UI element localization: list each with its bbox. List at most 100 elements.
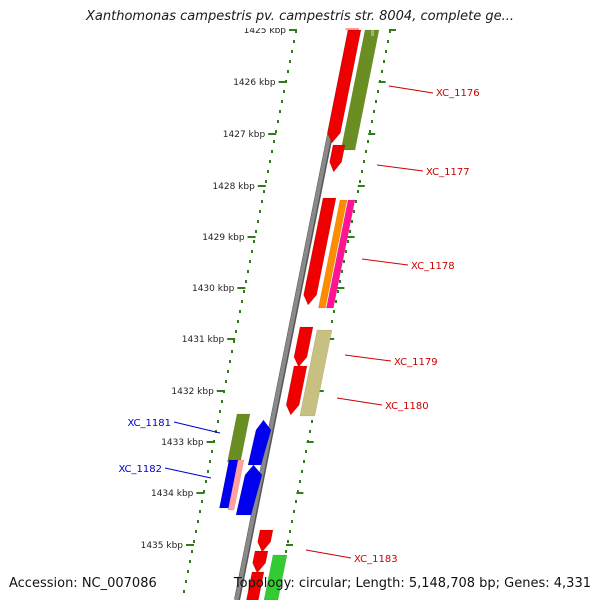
scale-dot (241, 300, 243, 303)
scale-dot (359, 180, 361, 183)
gene-feature[interactable] (340, 29, 380, 151)
scale-dot (377, 90, 379, 93)
gene-feature[interactable] (263, 554, 288, 600)
accession-label: Accession: NC_007086 (9, 576, 157, 591)
scale-dot (293, 510, 295, 513)
scale-dot (301, 470, 303, 473)
scale-dot (229, 360, 231, 363)
scale-dot (345, 250, 347, 253)
label-leader-xc-1182 (164, 467, 212, 479)
scale-dot (335, 300, 337, 303)
scale-dot (291, 50, 293, 53)
scale-dot (339, 280, 341, 283)
gene-feature[interactable] (299, 329, 333, 417)
gene-feature[interactable] (318, 199, 348, 309)
label-leader-xc-1180 (336, 397, 383, 406)
scale-dot (347, 240, 349, 243)
gene-arrow-xc-1183[interactable] (257, 529, 274, 553)
gene-feature[interactable] (325, 0, 332, 6)
scale-dot (259, 210, 261, 213)
gene-label-xc-1179[interactable]: XC_1179 (394, 357, 438, 368)
scale-dot (255, 230, 257, 233)
gene-label-xc-1176[interactable]: XC_1176 (436, 88, 480, 99)
scale-dot (221, 400, 223, 403)
gene-arrow-xc-1178[interactable] (303, 197, 337, 306)
scale-dot (355, 200, 357, 203)
scale-dot (295, 500, 297, 503)
gene-arrow-xc-1176[interactable] (327, 29, 362, 144)
scale-dot (233, 340, 235, 343)
scale-dot (281, 100, 283, 103)
scale-dot (351, 220, 353, 223)
scale-dot (243, 290, 245, 293)
scale-dot (271, 150, 273, 153)
scale-dot (261, 200, 263, 203)
gene-label-xc-1178[interactable]: XC_1178 (411, 261, 455, 272)
gene-label-xc-1182[interactable]: XC_1182 (118, 464, 162, 475)
gene-feature[interactable] (326, 199, 356, 309)
label-leader-xc-1178 (361, 258, 409, 266)
gene-feature[interactable] (334, 0, 343, 6)
scale-dot (383, 60, 385, 63)
scale-dot (373, 110, 375, 113)
scale-dot (253, 240, 255, 243)
scale-dot (387, 40, 389, 43)
scale-dot (193, 540, 195, 543)
scale-dot (371, 120, 373, 123)
gene-label-xc-1180[interactable]: XC_1180 (385, 401, 429, 412)
scale-dot (273, 140, 275, 143)
gene-feature-xc-1181[interactable] (227, 413, 251, 463)
scale-dot (333, 310, 335, 313)
scale-dot (215, 430, 217, 433)
scale-dot (237, 320, 239, 323)
gene-label-xc-1181[interactable]: XC_1181 (127, 418, 171, 429)
scale-dot (195, 530, 197, 533)
scale-dot (265, 180, 267, 183)
scale-tick-label: 1425 kbp (244, 26, 287, 36)
scale-tick-label: 1427 kbp (223, 130, 266, 140)
scale-dot (257, 220, 259, 223)
gene-arrow-xc-1179[interactable] (293, 326, 314, 368)
scale-dot (291, 520, 293, 523)
gene-arrow-xc-1182[interactable] (235, 464, 263, 516)
gene-arrow-xc-1177[interactable] (329, 144, 346, 173)
gene-arrow-xc-1181[interactable] (247, 419, 272, 466)
genome-summary-label: Topology: circular; Length: 5,148,708 bp… (233, 576, 591, 591)
scale-dot (231, 350, 233, 353)
scale-dot (277, 120, 279, 123)
gene-label-xc-1177[interactable]: XC_1177 (426, 167, 470, 178)
scale-dot (205, 480, 207, 483)
scale-dot (303, 460, 305, 463)
scale-tick-label: 1433 kbp (161, 438, 204, 448)
scale-dot (289, 60, 291, 63)
scale-dot (239, 310, 241, 313)
scale-dot (219, 410, 221, 413)
scale-dot (235, 330, 237, 333)
scale-dot (305, 450, 307, 453)
scale-dot (361, 170, 363, 173)
gene-feature[interactable] (227, 459, 245, 511)
gene-label-xc-1183[interactable]: XC_1183 (354, 554, 398, 565)
gene-feature[interactable] (246, 571, 265, 600)
scale-dot (289, 530, 291, 533)
scale-dot (269, 160, 271, 163)
scale-tick-label: 1434 kbp (151, 489, 194, 499)
gene-arrow[interactable] (252, 550, 269, 574)
scale-tick-label: 1428 kbp (212, 182, 255, 192)
label-leader-xc-1183 (305, 549, 352, 559)
scale-tick-label: 1435 kbp (141, 541, 184, 551)
gene-arrow-xc-1180[interactable] (285, 365, 308, 416)
scale-tick-label: 1429 kbp (202, 233, 245, 243)
scale-dot (209, 460, 211, 463)
scale-dot (381, 70, 383, 73)
scale-dot (301, 0, 303, 3)
scale-dot (287, 540, 289, 543)
scale-tick-label: 1426 kbp (233, 78, 276, 88)
scale-dot (287, 70, 289, 73)
page-title: Xanthomonas campestris pv. campestris st… (86, 9, 514, 24)
scale-dot (279, 110, 281, 113)
scale-dot (369, 130, 371, 133)
scale-dot (285, 550, 287, 553)
